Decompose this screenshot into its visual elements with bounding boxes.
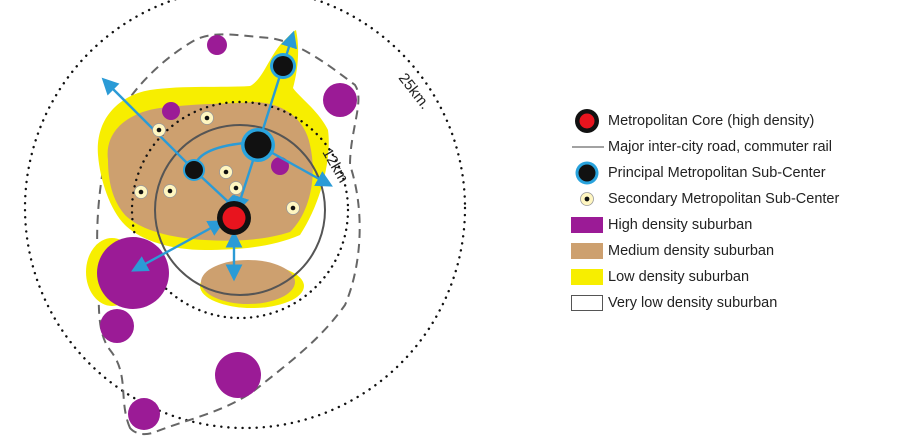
metropolitan-core [217, 201, 251, 235]
road-link [101, 77, 195, 171]
legend-label: High density suburban [608, 217, 753, 233]
ring-label-25km: 25km. [395, 70, 434, 113]
legend-item-verylow: Very low density suburban [566, 290, 911, 316]
legend-label: Low density suburban [608, 269, 750, 285]
road-link [131, 220, 225, 272]
high-density-zone [215, 352, 261, 398]
high-density-zone [207, 35, 227, 55]
legend-label: Principal Metropolitan Sub-Center [608, 165, 826, 181]
high-density-zone [128, 398, 160, 430]
secondary-sub-centers [134, 111, 300, 215]
legend-label: Medium density suburban [608, 243, 775, 259]
secondary-swatch-icon [566, 186, 608, 212]
secondary-sub-center [229, 181, 243, 195]
legend-item-core: Metropolitan Core (high density) [566, 108, 911, 134]
medium-density-zone-south [201, 260, 295, 304]
legend-label: Metropolitan Core (high density) [608, 113, 815, 129]
principal-swatch-icon [566, 160, 608, 186]
secondary-sub-center [200, 111, 214, 125]
high-density-zone [323, 83, 357, 117]
metro-structure-diagram: 25km. 12km [23, 0, 467, 436]
secondary-sub-center [286, 201, 300, 215]
legend: Metropolitan Core (high density) Major i… [566, 108, 911, 316]
very-low-density-swatch-icon [566, 290, 608, 316]
ring-core-solid [154, 124, 326, 296]
legend-item-low: Low density suburban [566, 264, 911, 290]
principal-sub-center [241, 128, 275, 162]
low-density-swatch-icon [566, 264, 608, 290]
road-swatch-icon [566, 134, 608, 160]
legend-label: Very low density suburban [608, 295, 778, 311]
legend-item-principal: Principal Metropolitan Sub-Center [566, 160, 911, 186]
legend-item-medium: Medium density suburban [566, 238, 911, 264]
principal-sub-centers [183, 53, 296, 181]
high-density-zones [97, 35, 357, 430]
legend-item-secondary: Secondary Metropolitan Sub-Center [566, 186, 911, 212]
ring-25km [23, 0, 467, 430]
core-swatch-icon [566, 108, 608, 134]
principal-sub-center [270, 53, 296, 79]
legend-label: Major inter-city road, commuter rail [608, 139, 832, 155]
ring-12km-dotted [130, 100, 350, 320]
secondary-sub-center [134, 185, 148, 199]
medium-density-swatch-icon [566, 238, 608, 264]
legend-item-road: Major inter-city road, commuter rail [566, 134, 911, 160]
high-density-zone [271, 157, 289, 175]
high-density-zone [100, 309, 134, 343]
high-density-zone [97, 237, 169, 309]
legend-label: Secondary Metropolitan Sub-Center [608, 191, 840, 207]
secondary-sub-center [219, 165, 233, 179]
principal-sub-center [183, 159, 205, 181]
legend-item-high: High density suburban [566, 212, 911, 238]
high-density-zone [162, 102, 180, 120]
secondary-sub-center [163, 184, 177, 198]
high-density-swatch-icon [566, 212, 608, 238]
secondary-sub-center [152, 123, 166, 137]
